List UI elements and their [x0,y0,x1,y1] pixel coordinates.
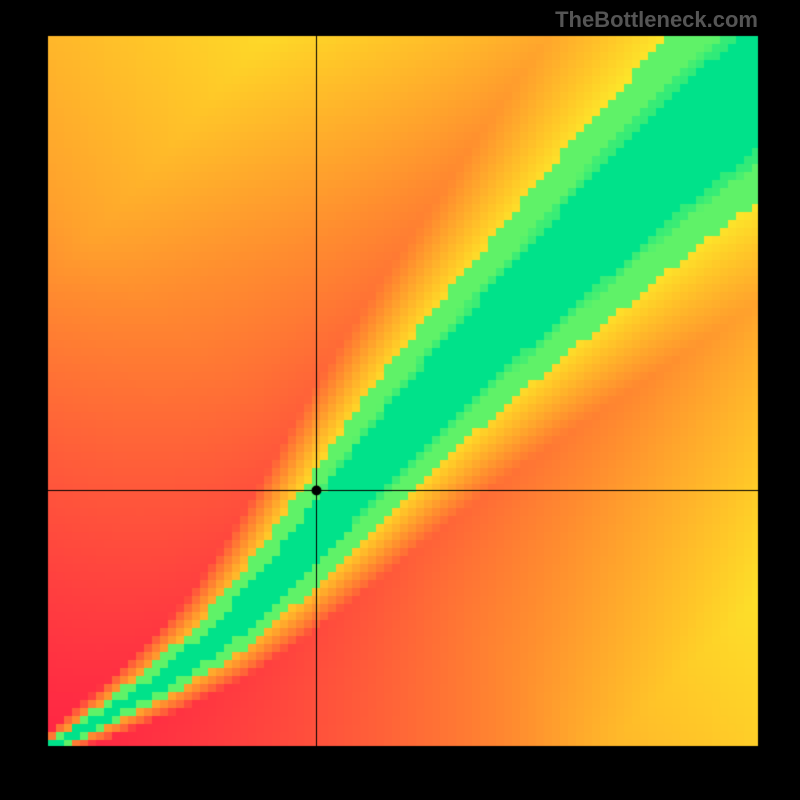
watermark-text: TheBottleneck.com [555,7,758,33]
bottleneck-heatmap [0,0,800,800]
figure-root: TheBottleneck.com [0,0,800,800]
